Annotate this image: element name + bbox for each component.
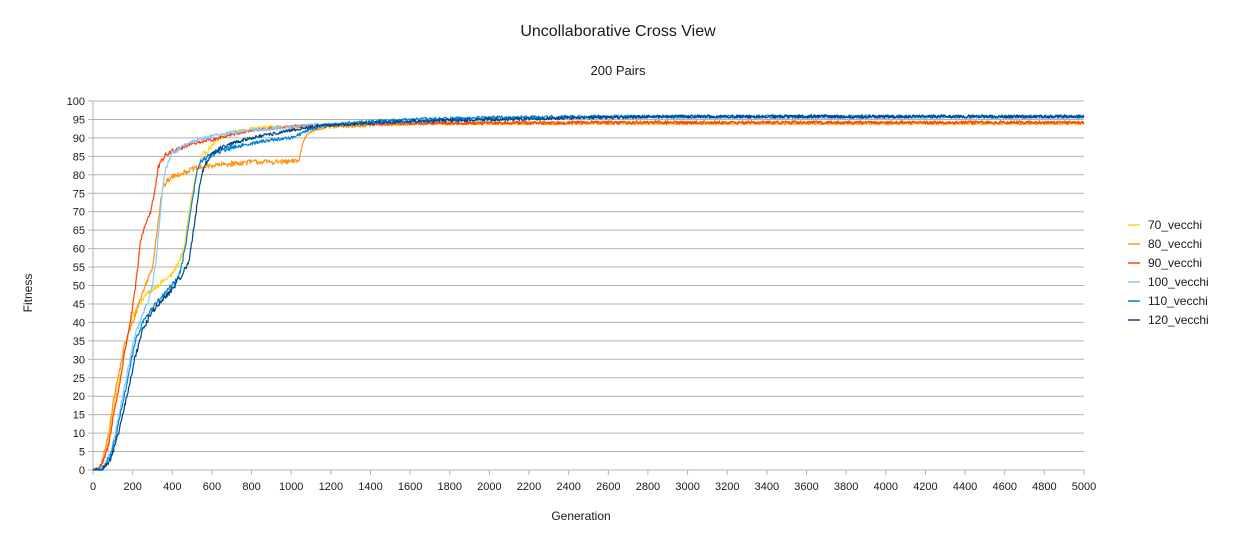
y-tick-label: 5 <box>79 447 85 459</box>
y-tick-label: 45 <box>73 299 85 311</box>
y-tick-label: 65 <box>73 225 85 237</box>
x-tick-label: 3200 <box>715 481 739 493</box>
y-tick-label: 80 <box>73 170 85 182</box>
x-tick-label: 4800 <box>1032 481 1056 493</box>
y-tick-label: 55 <box>73 262 85 274</box>
y-tick-label: 30 <box>73 354 85 366</box>
x-tick-label: 200 <box>123 481 141 493</box>
legend: 70_vecchi 80_vecchi 90_vecchi 100_vecchi 110… <box>1128 218 1209 327</box>
x-tick-label: 2400 <box>556 481 580 493</box>
x-tick-label: 1800 <box>438 481 462 493</box>
x-axis-title: Generation <box>551 509 610 523</box>
x-tick-label: 2000 <box>477 481 501 493</box>
x-tick-label: 2800 <box>636 481 660 493</box>
y-tick-label: 70 <box>73 207 85 219</box>
y-tick-label: 100 <box>67 96 85 108</box>
x-tick-label: 2200 <box>517 481 541 493</box>
y-tick-label: 15 <box>73 410 85 422</box>
y-tick-label: 75 <box>73 188 85 200</box>
x-tick-label: 4400 <box>953 481 977 493</box>
y-tick-label: 10 <box>73 428 85 440</box>
gridlines <box>93 100 1084 471</box>
legend-label: 80_vecchi <box>1148 237 1202 251</box>
y-axis-title: Fitness <box>21 274 35 313</box>
x-tick-label: 4000 <box>874 481 898 493</box>
tick-labels: 0 5 10 15 20 25 30 35 40 45 50 55 60 65 70 75 80 85 90 95 10… <box>67 96 1097 493</box>
y-tick-label: 50 <box>73 281 85 293</box>
x-tick-label: 3800 <box>834 481 858 493</box>
x-tick-label: 1400 <box>358 481 382 493</box>
x-tick-label: 0 <box>90 481 96 493</box>
legend-label: 100_vecchi <box>1148 275 1209 289</box>
y-tick-label: 85 <box>73 151 85 163</box>
y-tick-label: 95 <box>73 114 85 126</box>
chart-title: Uncollaborative Cross View <box>520 23 716 40</box>
series-line-90_vecchi <box>93 120 1085 471</box>
chart-subtitle: 200 Pairs <box>591 63 646 78</box>
series-line-80_vecchi <box>92 120 1085 471</box>
x-tick-label: 1000 <box>279 481 303 493</box>
legend-label: 70_vecchi <box>1148 218 1202 232</box>
y-tick-label: 0 <box>79 465 85 477</box>
legend-label: 120_vecchi <box>1148 313 1209 327</box>
y-tick-label: 90 <box>73 133 85 145</box>
legend-label: 110_vecchi <box>1148 294 1208 308</box>
series-line-110_vecchi <box>92 114 1085 471</box>
y-tick-label: 20 <box>73 391 85 403</box>
x-tick-label: 600 <box>203 481 221 493</box>
y-tick-label: 60 <box>73 244 85 256</box>
y-tick-label: 40 <box>73 317 85 329</box>
x-tick-label: 4200 <box>913 481 937 493</box>
x-tick-label: 4600 <box>992 481 1016 493</box>
series-line-70_vecchi <box>92 120 1085 471</box>
y-tick-label: 25 <box>73 373 85 385</box>
x-tick-label: 800 <box>242 481 260 493</box>
series-line-120_vecchi <box>92 114 1085 471</box>
series-lines <box>92 114 1085 471</box>
y-tick-label: 35 <box>73 336 85 348</box>
x-tick-label: 2600 <box>596 481 620 493</box>
legend-label: 90_vecchi <box>1148 256 1202 270</box>
x-tick-label: 3600 <box>794 481 818 493</box>
axes <box>88 100 1085 475</box>
x-tick-label: 5000 <box>1072 481 1096 493</box>
x-tick-label: 3400 <box>755 481 779 493</box>
x-tick-label: 3000 <box>675 481 699 493</box>
x-tick-label: 1200 <box>319 481 343 493</box>
x-tick-label: 1600 <box>398 481 422 493</box>
x-tick-label: 400 <box>163 481 181 493</box>
series-line-100_vecchi <box>92 115 1084 471</box>
